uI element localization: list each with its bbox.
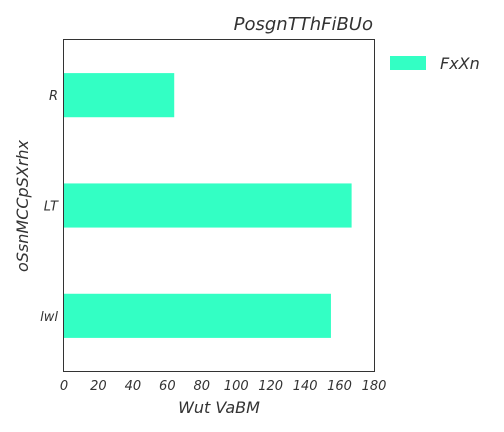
x-tick-label: 0	[60, 379, 68, 394]
chart-title: PosgnTThFiBUo	[234, 14, 373, 35]
x-tick-label: 80	[194, 379, 211, 394]
bars-group	[64, 73, 352, 338]
x-tick-label: 140	[293, 379, 318, 394]
legend-label: FxXn	[440, 54, 480, 73]
y-tick-labels: R LT lwl	[40, 89, 59, 325]
y-tick-label: lwl	[40, 310, 58, 325]
x-axis-label: Wut VaBM	[178, 398, 260, 417]
y-tick-label: R	[49, 89, 58, 104]
x-tick-label: 180	[362, 379, 387, 394]
x-tick-label: 40	[125, 379, 142, 394]
legend: FxXn	[390, 54, 480, 73]
bar-R	[64, 73, 175, 118]
x-tick-label: 100	[224, 379, 249, 394]
bar-lwl	[64, 293, 331, 338]
plot-frame	[63, 39, 375, 372]
x-tick-label: 160	[327, 379, 352, 394]
legend-swatch	[390, 56, 426, 70]
x-tick-labels: 0 20 40 60 80 100 120 140 160 180	[60, 379, 387, 394]
y-axis-label: oSsnMCCpSXrhx	[13, 139, 32, 272]
x-tick-label: 60	[159, 379, 176, 394]
y-tick-label: LT	[44, 200, 59, 215]
x-tick-label: 20	[90, 379, 107, 394]
x-tick-label: 120	[258, 379, 283, 394]
bar-LT	[64, 183, 352, 228]
